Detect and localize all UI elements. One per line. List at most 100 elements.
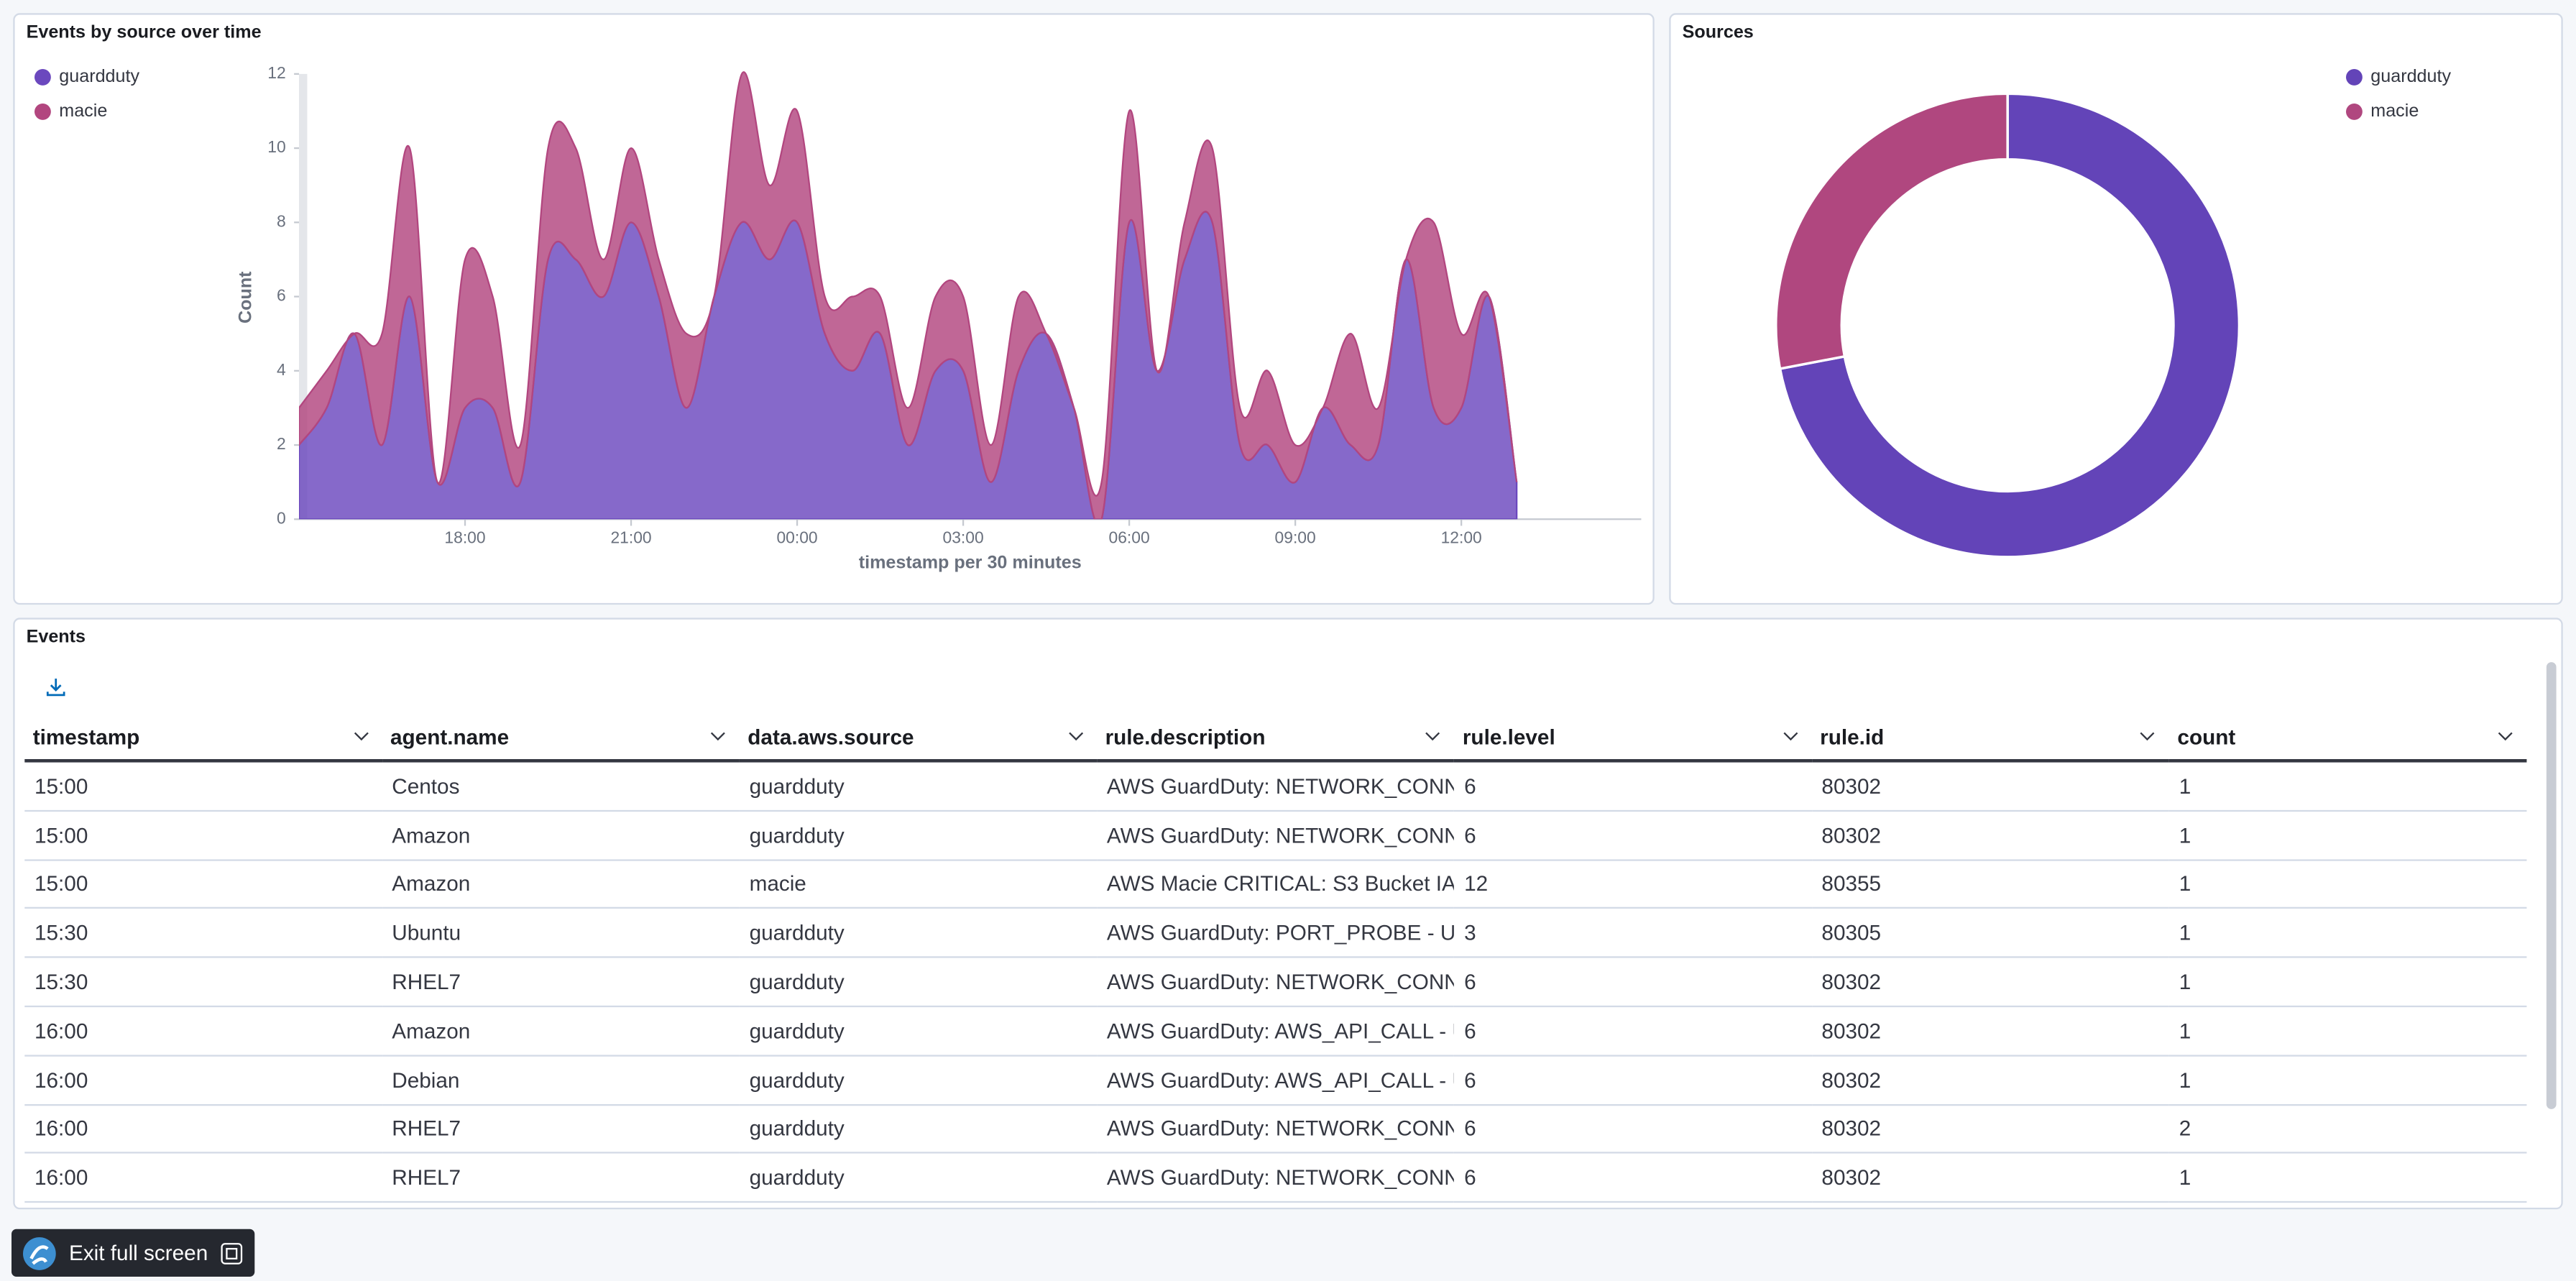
sort-chevron[interactable]	[2140, 730, 2156, 743]
charts: 0 2 4 6 8 10 12 18:00 21:00 00:00 03:00 06:00 09:00 1…	[34, 63, 2451, 573]
legend-dot	[34, 68, 51, 86]
table-cell: 1	[2168, 810, 2527, 860]
events-table: timestamp agent.name data.aws.source rule.d…	[24, 712, 2527, 1203]
table-cell: 6	[1454, 810, 1812, 860]
table-cell: 1	[2168, 761, 2527, 812]
x-axis-label: timestamp per 30 minutes	[859, 553, 1082, 573]
panel-title: Events by source over time	[26, 22, 262, 43]
table-row: 16:00 Amazon guardduty AWS GuardDuty: AWS_A…	[24, 1006, 2527, 1057]
table-cell: 15:30	[24, 908, 382, 958]
donut-slice	[1775, 92, 2009, 370]
sort-chevron[interactable]	[1067, 730, 1084, 743]
y-tick-label: 0	[277, 508, 286, 527]
table-cell: 15:30	[24, 957, 382, 1008]
table-cell: 80302	[1811, 810, 2169, 860]
column-header[interactable]: rule.level	[1454, 712, 1812, 763]
table-cell: guardduty	[739, 957, 1098, 1008]
x-tick-label: 18:00	[444, 528, 485, 547]
table-cell: 1	[2168, 1006, 2527, 1057]
table-cell: 12	[1454, 859, 1812, 909]
legend-dot	[2345, 103, 2363, 120]
table-cell: 1	[2168, 1153, 2527, 1203]
table-cell: AWS GuardDuty: AWS_API_CALL - U	[1097, 1055, 1455, 1106]
x-tick-label: 12:00	[1441, 528, 1482, 547]
exit-fullscreen-button[interactable]: Exit full screen	[11, 1229, 255, 1277]
table-cell: guardduty	[739, 1055, 1098, 1106]
table-cell: Amazon	[382, 810, 740, 860]
sort-chevron[interactable]	[1425, 730, 1441, 743]
x-tick-label: 03:00	[943, 528, 984, 547]
column-header[interactable]: agent.name	[382, 712, 740, 763]
scrollbar[interactable]	[2546, 662, 2557, 1109]
area	[298, 71, 1518, 520]
table-cell: 80302	[1811, 1055, 2169, 1106]
plot	[298, 71, 1518, 520]
y-tick-label: 8	[277, 211, 286, 230]
x-tick-label: 00:00	[776, 528, 817, 547]
x-tick-label: 09:00	[1275, 528, 1316, 547]
table-cell: 6	[1454, 1006, 1812, 1057]
sort-chevron[interactable]	[352, 730, 369, 743]
donut-slice	[1778, 92, 2241, 559]
y-tick-label: 2	[277, 434, 286, 453]
table-cell: 16:00	[24, 1104, 382, 1154]
table-cell: 6	[1454, 1055, 1812, 1106]
table-cell: Debian	[382, 1055, 740, 1106]
legend-label: guardduty	[59, 66, 139, 86]
table-cell: 6	[1454, 1153, 1812, 1203]
table-cell: 16:00	[24, 1055, 382, 1106]
legend-label: guardduty	[2370, 66, 2451, 86]
table-cell: macie	[739, 859, 1098, 909]
x-tick-label: 21:00	[610, 528, 651, 547]
sort-chevron[interactable]	[2497, 730, 2513, 743]
download-icon[interactable]	[46, 677, 65, 697]
table-cell: AWS GuardDuty: NETWORK_CONNE	[1097, 1153, 1455, 1203]
x-tick-label: 06:00	[1109, 528, 1150, 547]
table-cell: AWS GuardDuty: AWS_API_CALL - U	[1097, 1006, 1455, 1057]
column-header[interactable]: rule.id	[1811, 712, 2169, 763]
table-cell: guardduty	[739, 1104, 1098, 1154]
column-header[interactable]: timestamp	[24, 712, 382, 763]
table-row: 15:00 Amazon guardduty AWS GuardDuty: NETWO…	[24, 810, 2527, 860]
table-cell: AWS GuardDuty: NETWORK_CONNE	[1097, 1104, 1455, 1154]
table-row: 15:00 Amazon macie AWS Macie CRITICAL: S3 B…	[24, 859, 2527, 909]
column-header[interactable]: data.aws.source	[739, 712, 1098, 763]
table-row: 16:00 RHEL7 guardduty AWS GuardDuty: NETWOR…	[24, 1104, 2527, 1154]
table-cell: 1	[2168, 859, 2527, 909]
table-cell: Amazon	[382, 859, 740, 909]
header-row: timestamp agent.name data.aws.source rule.d…	[24, 712, 2527, 763]
legend-dot	[2345, 68, 2363, 86]
table-cell: 80305	[1811, 908, 2169, 958]
table-row: 15:30 RHEL7 guardduty AWS GuardDuty: NETWOR…	[24, 957, 2527, 1008]
logo-icon	[22, 1237, 56, 1270]
panel-title: Sources	[1682, 22, 1754, 43]
y-tick-label: 4	[277, 360, 286, 379]
table-cell: 15:00	[24, 810, 382, 860]
legend-dot	[34, 103, 51, 120]
y-tick-label: 12	[267, 63, 285, 82]
table-cell: AWS GuardDuty: PORT_PROBE - Unp	[1097, 908, 1455, 958]
table-cell: 2	[2168, 1104, 2527, 1154]
table-cell: RHEL7	[382, 1153, 740, 1203]
brush-edge	[298, 73, 308, 520]
legend-label: macie	[59, 101, 107, 121]
table-row: 15:30 Ubuntu guardduty AWS GuardDuty: PORT_…	[24, 908, 2527, 958]
sort-chevron[interactable]	[710, 730, 727, 743]
column-header[interactable]: rule.description	[1097, 712, 1455, 763]
table-cell: 6	[1454, 1104, 1812, 1154]
table-cell: 1	[2168, 1055, 2527, 1106]
sort-chevron[interactable]	[1782, 730, 1799, 743]
table-cell: guardduty	[739, 810, 1098, 860]
table-cell: 6	[1454, 761, 1812, 812]
column-header[interactable]: count	[2168, 712, 2527, 763]
table-cell: AWS Macie CRITICAL: S3 Bucket IAM	[1097, 859, 1455, 909]
fullscreen-icon	[221, 1243, 243, 1264]
table-body: 15:00 Centos guardduty AWS GuardDuty: NETWO…	[24, 761, 2527, 1203]
table-cell: 80302	[1811, 761, 2169, 812]
table-cell: Ubuntu	[382, 908, 740, 958]
table-row: 16:00 Debian guardduty AWS GuardDuty: AWS_A…	[24, 1055, 2527, 1106]
table-cell: Amazon	[382, 1006, 740, 1057]
